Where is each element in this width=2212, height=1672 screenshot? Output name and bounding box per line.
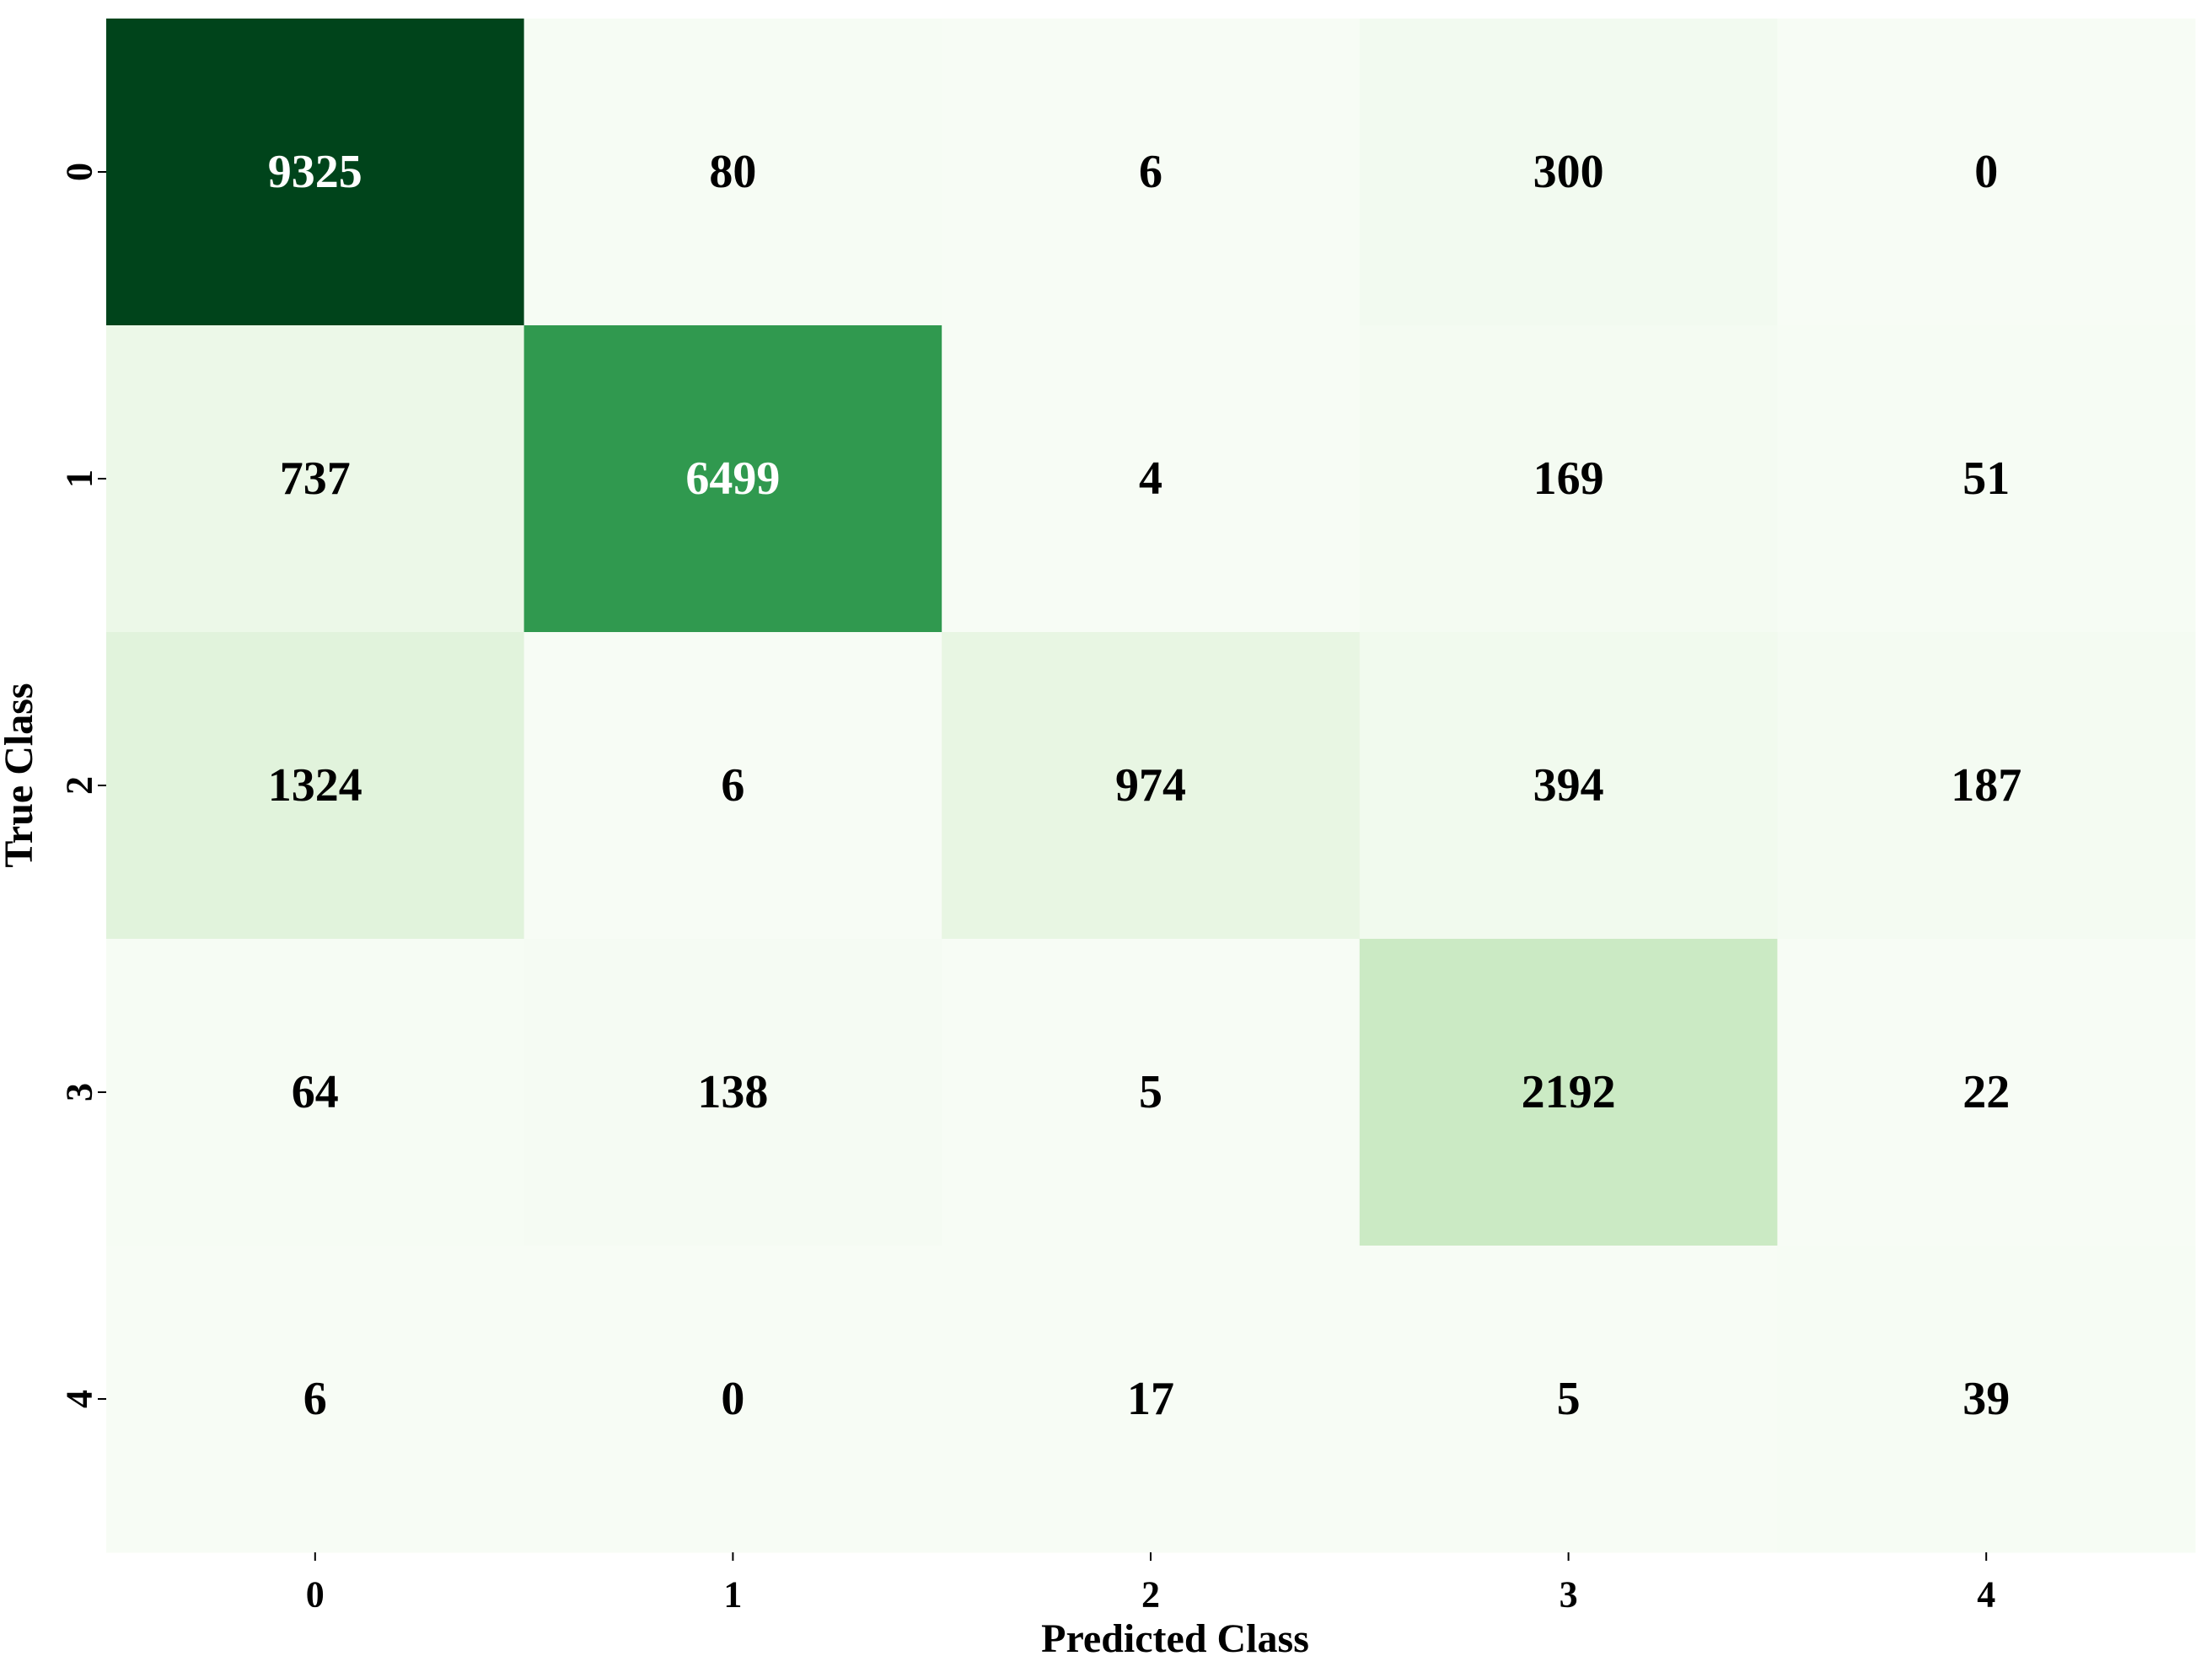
cell-value-3-4: 22 bbox=[1962, 1066, 2010, 1118]
y-axis-label: True Class bbox=[0, 683, 41, 867]
heatmap-cell-2-3 bbox=[1359, 632, 1778, 940]
y-tick-label-1: 1 bbox=[59, 469, 100, 488]
heatmap-cell-1-0 bbox=[106, 325, 525, 633]
cell-value-4-4: 39 bbox=[1962, 1373, 2010, 1425]
cell-value-1-0: 737 bbox=[280, 453, 351, 505]
heatmap-cell-0-3 bbox=[1359, 19, 1778, 326]
cell-value-4-2: 17 bbox=[1127, 1373, 1174, 1425]
heatmap-cell-4-2 bbox=[942, 1246, 1361, 1553]
heatmap-cell-0-0 bbox=[106, 19, 525, 326]
heatmap-cell-2-4 bbox=[1777, 632, 2196, 940]
cell-value-1-3: 169 bbox=[1533, 453, 1604, 505]
cell-value-0-0: 9325 bbox=[268, 146, 362, 198]
cell-value-2-3: 394 bbox=[1533, 759, 1604, 812]
heatmap-cell-3-0 bbox=[106, 939, 525, 1246]
y-tick-label-2: 2 bbox=[59, 776, 100, 795]
cell-value-3-2: 5 bbox=[1139, 1066, 1162, 1118]
heatmap-cell-2-2 bbox=[942, 632, 1361, 940]
heatmap-cell-3-4 bbox=[1777, 939, 2196, 1246]
y-axis-ticks: 0 1 2 3 4 bbox=[59, 163, 106, 1408]
cell-value-1-1: 6499 bbox=[685, 453, 780, 505]
cell-value-4-1: 0 bbox=[721, 1373, 744, 1425]
cell-value-1-4: 51 bbox=[1962, 453, 2010, 505]
cell-value-4-3: 5 bbox=[1557, 1373, 1581, 1425]
heatmap-cell-0-1 bbox=[523, 19, 942, 326]
cell-value-0-1: 80 bbox=[709, 146, 756, 198]
heatmap-cell-3-1 bbox=[523, 939, 942, 1246]
heatmap-cell-4-4 bbox=[1777, 1246, 2196, 1553]
cell-value-2-2: 974 bbox=[1115, 759, 1186, 812]
heatmap-cells: 9325 80 6 300 0 737 6499 4 169 51 1324 6 974 394 187 64… bbox=[106, 19, 2196, 1553]
cell-value-0-2: 6 bbox=[1139, 146, 1162, 198]
heatmap-cell-4-0 bbox=[106, 1246, 525, 1553]
x-tick-label-4: 4 bbox=[1977, 1574, 1995, 1616]
y-tick-label-4: 4 bbox=[59, 1390, 100, 1408]
x-tick-label-3: 3 bbox=[1560, 1574, 1578, 1616]
heatmap-cell-1-3 bbox=[1359, 325, 1778, 633]
x-tick-label-0: 0 bbox=[306, 1574, 325, 1616]
x-tick-label-2: 2 bbox=[1141, 1574, 1160, 1616]
heatmap-cell-1-1 bbox=[523, 325, 942, 633]
cell-value-3-0: 64 bbox=[292, 1066, 339, 1118]
heatmap-cell-4-3 bbox=[1359, 1246, 1778, 1553]
y-tick-label-3: 3 bbox=[59, 1083, 100, 1101]
cell-value-3-3: 2192 bbox=[1522, 1066, 1616, 1118]
heatmap-cell-1-2 bbox=[942, 325, 1361, 633]
heatmap-cell-3-2 bbox=[942, 939, 1361, 1246]
heatmap-cell-2-1 bbox=[523, 632, 942, 940]
x-tick-label-1: 1 bbox=[723, 1574, 742, 1616]
heatmap-cell-4-1 bbox=[523, 1246, 942, 1553]
cell-value-2-1: 6 bbox=[721, 759, 744, 812]
heatmap-cell-3-3 bbox=[1359, 939, 1778, 1246]
cell-value-0-4: 0 bbox=[1974, 146, 1998, 198]
x-axis-ticks: 0 1 2 3 4 bbox=[306, 1552, 1995, 1616]
y-tick-label-0: 0 bbox=[59, 163, 100, 181]
heatmap-cell-1-4 bbox=[1777, 325, 2196, 633]
heatmap-cell-0-4 bbox=[1777, 19, 2196, 326]
heatmap-cell-2-0 bbox=[106, 632, 525, 940]
cell-value-1-2: 4 bbox=[1139, 453, 1162, 505]
cell-value-0-3: 300 bbox=[1533, 146, 1604, 198]
cell-value-2-4: 187 bbox=[1951, 759, 2021, 812]
heatmap-cell-0-2 bbox=[942, 19, 1361, 326]
cell-value-4-0: 6 bbox=[303, 1373, 327, 1425]
cell-value-3-1: 138 bbox=[697, 1066, 768, 1118]
x-axis-label: Predicted Class bbox=[1041, 1616, 1309, 1661]
cell-value-2-0: 1324 bbox=[268, 759, 362, 812]
